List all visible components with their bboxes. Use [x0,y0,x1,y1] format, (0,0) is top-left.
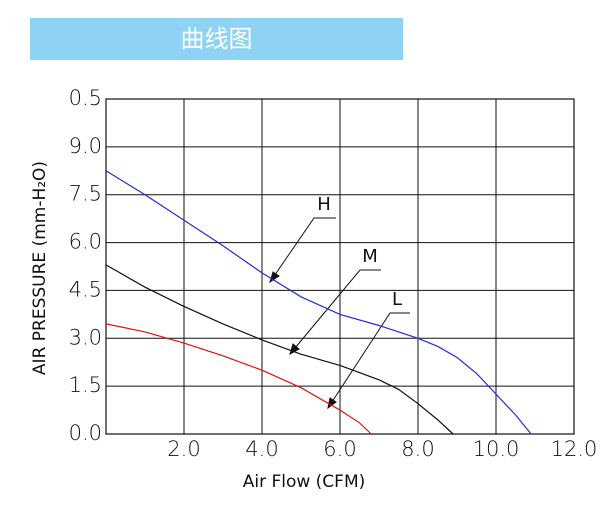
x-tick-label: 10.0 [473,437,520,461]
x-tick-label: 8.0 [401,437,434,461]
x-tick-label: 4.0 [245,437,278,461]
x-tick-label: 2.0 [167,437,200,461]
leader-l [327,312,410,409]
chart-title: 曲线图 [30,18,403,60]
leader-m [289,269,381,355]
y-tick-label: 7.5 [69,182,102,206]
x-axis-label: Air Flow (CFM) [243,472,366,492]
y-tick-label: 0.0 [69,421,102,445]
curve [105,170,532,435]
y-tick-label: 9.0 [69,134,102,158]
y-axis-label: AIR PRESSURE (mm-H₂O) [30,161,50,375]
series-label: M [362,246,378,267]
series-label: H [317,194,331,215]
leader-h [269,217,336,283]
x-tick-label: 6.0 [323,437,356,461]
y-tick-label: 1.5 [69,373,102,397]
y-tick-label: 6.0 [69,230,102,254]
y-tick-label: 3.0 [69,325,102,349]
curve [105,323,372,435]
series-label: L [392,289,402,310]
curve [105,264,454,435]
y-tick-label: 0.5 [69,86,102,110]
y-tick-label: 4.5 [69,277,102,301]
x-tick-label: 12.0 [551,437,598,461]
plot-frame [105,98,575,435]
